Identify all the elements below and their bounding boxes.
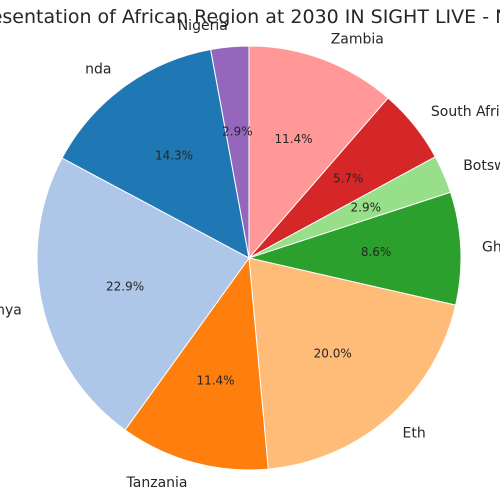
pie-percent-label-tanzania: 11.4% xyxy=(196,374,234,388)
pie-category-label-uganda: nda xyxy=(85,62,111,78)
pie-percent-label-ethiopia: 20.0% xyxy=(314,347,352,361)
pie-percent-label-zambia: 11.4% xyxy=(274,132,312,146)
pie-percent-label-botswana: 2.9% xyxy=(351,201,382,215)
pie-category-label-botswana: Botswana xyxy=(463,158,500,174)
pie-percent-label-south-africa: 5.7% xyxy=(333,171,364,185)
pie-slice-ghana xyxy=(247,191,462,306)
pie-percent-label-ghana: 8.6% xyxy=(361,245,392,259)
pie-slices xyxy=(36,45,462,471)
pie-percent-label-uganda: 14.3% xyxy=(155,148,193,162)
pie-percent-label-nigeria: 2.9% xyxy=(222,124,253,138)
pie-category-label-tanzania: Tanzania xyxy=(126,475,188,491)
pie-slice-zambia xyxy=(248,45,389,260)
pie-slice-nigeria xyxy=(210,45,250,259)
pie-category-label-nigeria: Nigeria xyxy=(178,18,228,34)
pie-category-label-zambia: Zambia xyxy=(331,32,384,48)
pie-category-label-kenya: Kenya xyxy=(0,303,22,319)
pie-category-label-south-africa: South Africa xyxy=(431,104,500,120)
pie-slice-uganda xyxy=(61,48,250,259)
pie-slice-ethiopia xyxy=(248,257,457,470)
pie-slice-tanzania xyxy=(124,256,269,471)
pie-percent-label-kenya: 22.9% xyxy=(106,280,144,294)
pie-slice-kenya xyxy=(36,157,250,431)
pie-category-label-ghana: Ghana xyxy=(482,239,500,255)
pie-category-label-ethiopia: Eth xyxy=(403,426,426,442)
pie-labels: 11.4% Zambia 5.7% South Africa 2.9% Botswana 8… xyxy=(0,18,500,491)
chart-title: esentation of African Region at 2030 IN … xyxy=(0,6,500,28)
